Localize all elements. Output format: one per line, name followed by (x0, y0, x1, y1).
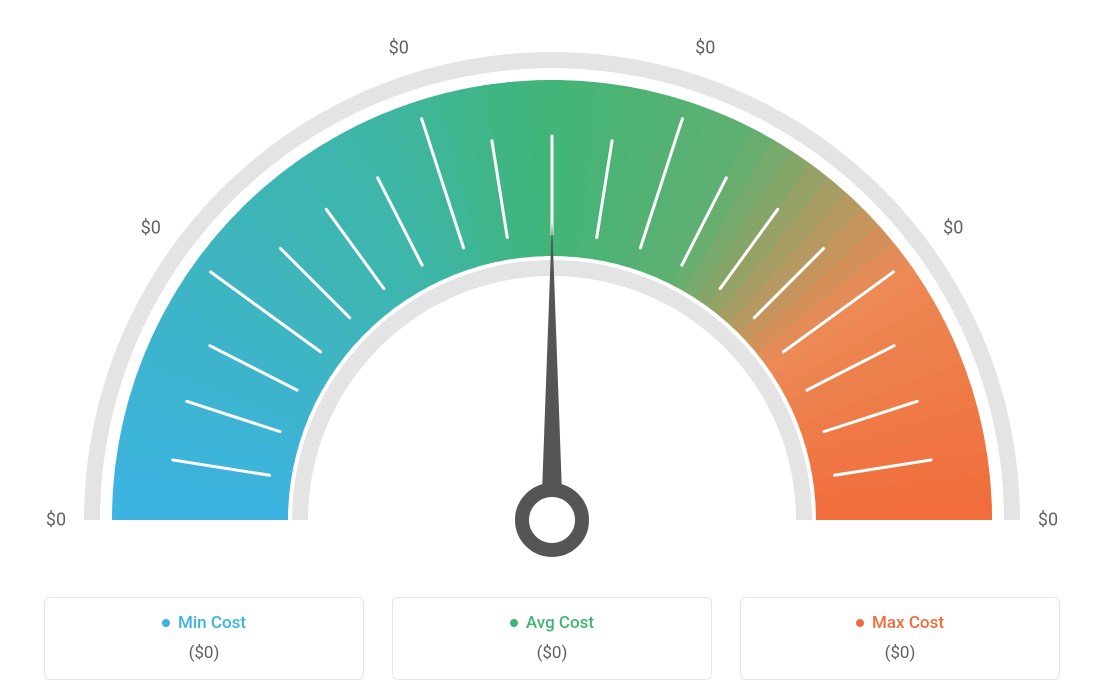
legend-label-avg: Avg Cost (526, 613, 594, 633)
gauge-tick-label: $0 (389, 38, 409, 59)
legend-title-avg: Avg Cost (510, 613, 594, 633)
gauge-tick-label: $0 (695, 38, 715, 59)
legend-title-max: Max Cost (856, 613, 944, 633)
gauge-tick-label: $0 (46, 510, 66, 531)
legend-title-min: Min Cost (162, 613, 246, 633)
legend-row: Min Cost ($0) Avg Cost ($0) Max Cost ($0… (0, 597, 1104, 680)
gauge-svg (0, 0, 1104, 560)
gauge-tick-label: $0 (943, 218, 963, 239)
legend-card-min: Min Cost ($0) (44, 597, 364, 680)
legend-label-min: Min Cost (178, 613, 246, 633)
legend-value-max: ($0) (751, 643, 1049, 663)
legend-value-min: ($0) (55, 643, 353, 663)
legend-value-avg: ($0) (403, 643, 701, 663)
legend-dot-avg (510, 619, 518, 627)
gauge-tick-label: $0 (141, 218, 161, 239)
gauge-tick-label: $0 (1038, 510, 1058, 531)
legend-dot-min (162, 619, 170, 627)
legend-card-max: Max Cost ($0) (740, 597, 1060, 680)
cost-gauge: $0 $0 $0 $0 $0 $0 (0, 0, 1104, 560)
legend-card-avg: Avg Cost ($0) (392, 597, 712, 680)
legend-label-max: Max Cost (872, 613, 944, 633)
legend-dot-max (856, 619, 864, 627)
